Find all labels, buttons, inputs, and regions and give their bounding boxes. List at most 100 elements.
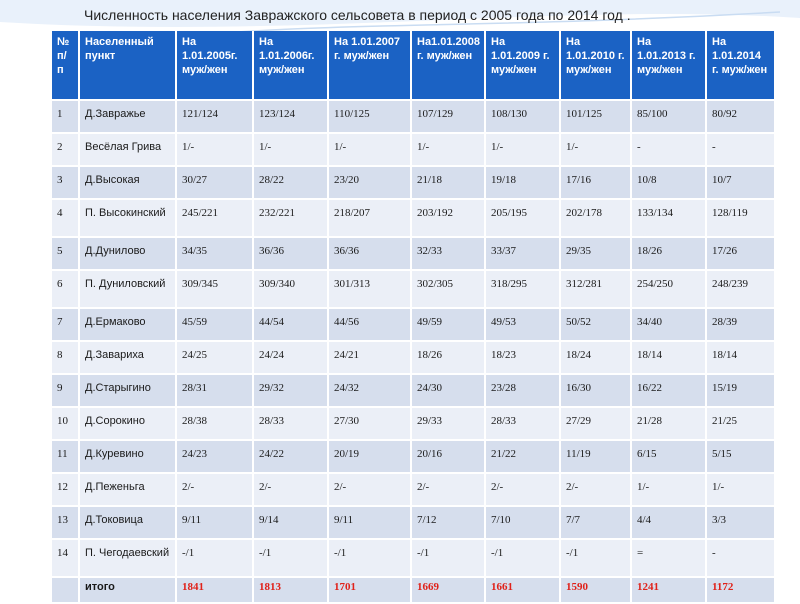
population-cell: 309/340	[253, 270, 329, 309]
population-cell: 5/15	[706, 440, 776, 474]
population-cell: 24/32	[328, 374, 412, 408]
population-cell: 3/3	[706, 506, 776, 540]
population-cell: 1/-	[560, 133, 632, 167]
population-cell: -	[631, 133, 707, 167]
population-cell: 44/54	[253, 308, 329, 342]
population-cell: 205/195	[485, 199, 561, 238]
population-cell: 17/16	[560, 166, 632, 200]
population-cell: 27/30	[328, 407, 412, 441]
population-cell: -/1	[411, 539, 486, 578]
header-row: № п/п Населенный пункт На 1.01.2005г. муж/…	[52, 31, 776, 101]
population-cell: 49/53	[485, 308, 561, 342]
population-cell: 6/15	[631, 440, 707, 474]
total-value: 1669	[411, 577, 486, 604]
population-cell: 101/125	[560, 100, 632, 134]
population-cell: 18/26	[411, 341, 486, 375]
population-cell: -/1	[328, 539, 412, 578]
population-cell: 1/-	[176, 133, 254, 167]
population-cell: 27/29	[560, 407, 632, 441]
row-number: 3	[52, 166, 80, 200]
row-number: 13	[52, 506, 80, 540]
total-value: 1590	[560, 577, 632, 604]
population-cell: 80/92	[706, 100, 776, 134]
population-cell: 2/-	[328, 473, 412, 507]
population-cell: 110/125	[328, 100, 412, 134]
column-header: Населенный пункт	[79, 31, 177, 101]
settlement-name: Д.Сорокино	[79, 407, 177, 441]
table-row: 8 Д.Завариха 24/25 24/24 24/21 18/26 18/23 18/2…	[52, 341, 776, 375]
settlement-name: П. Дуниловский	[79, 270, 177, 309]
population-cell: 36/36	[328, 237, 412, 271]
column-header: На 1.01.2007 г. муж/жен	[328, 31, 412, 101]
total-label: итого	[79, 577, 177, 604]
settlement-name: Д.Старыгино	[79, 374, 177, 408]
population-cell: 24/23	[176, 440, 254, 474]
settlement-name: Д.Куревино	[79, 440, 177, 474]
population-cell: 2/-	[176, 473, 254, 507]
population-cell: 36/36	[253, 237, 329, 271]
settlement-name: Д.Высокая	[79, 166, 177, 200]
total-row: итого 1841 1813 1701 1669 1661 1590 1241 1172	[52, 577, 776, 604]
population-cell: 312/281	[560, 270, 632, 309]
population-cell: 29/32	[253, 374, 329, 408]
population-cell: 34/35	[176, 237, 254, 271]
total-value: 1813	[253, 577, 329, 604]
population-cell: 248/239	[706, 270, 776, 309]
population-cell: 1/-	[631, 473, 707, 507]
population-cell: 7/12	[411, 506, 486, 540]
population-cell: 28/31	[176, 374, 254, 408]
population-cell: -/1	[176, 539, 254, 578]
population-cell: 123/124	[253, 100, 329, 134]
table-row: 4 П. Высокинский 245/221 232/221 218/207 203/…	[52, 199, 776, 238]
population-cell: 29/33	[411, 407, 486, 441]
population-cell: 18/26	[631, 237, 707, 271]
row-number: 10	[52, 407, 80, 441]
population-cell: 28/33	[253, 407, 329, 441]
table-row: 3 Д.Высокая 30/27 28/22 23/20 21/18 19/18 17/16…	[52, 166, 776, 200]
population-cell: 318/295	[485, 270, 561, 309]
population-cell: 16/30	[560, 374, 632, 408]
settlement-name: П. Высокинский	[79, 199, 177, 238]
population-cell: -	[706, 133, 776, 167]
row-number: 14	[52, 539, 80, 578]
population-cell: 33/37	[485, 237, 561, 271]
population-cell: -/1	[485, 539, 561, 578]
population-cell: 21/18	[411, 166, 486, 200]
settlement-name: Д.Завариха	[79, 341, 177, 375]
row-number: 1	[52, 100, 80, 134]
population-cell: 23/28	[485, 374, 561, 408]
population-cell: 2/-	[253, 473, 329, 507]
settlement-name: Д.Ермаково	[79, 308, 177, 342]
table-body: 1 Д.Завражье 121/124 123/124 110/125 107/129 1…	[52, 100, 776, 604]
table-row: 10 Д.Сорокино 28/38 28/33 27/30 29/33 28/33 27/…	[52, 407, 776, 441]
population-cell: 18/24	[560, 341, 632, 375]
row-number: 6	[52, 270, 80, 309]
total-value: 1701	[328, 577, 412, 604]
population-cell: =	[631, 539, 707, 578]
table-row: 5 Д.Дунилово 34/35 36/36 36/36 32/33 33/37 29/3…	[52, 237, 776, 271]
settlement-name: Д.Завражье	[79, 100, 177, 134]
population-cell: 21/28	[631, 407, 707, 441]
column-header: На 1.01.2006г. муж/жен	[253, 31, 329, 101]
population-cell: 1/-	[328, 133, 412, 167]
settlement-name: Д.Токовица	[79, 506, 177, 540]
population-cell: 28/22	[253, 166, 329, 200]
row-number: 11	[52, 440, 80, 474]
total-value: 1661	[485, 577, 561, 604]
settlement-name: Д.Дунилово	[79, 237, 177, 271]
population-cell: 2/-	[560, 473, 632, 507]
population-cell: 121/124	[176, 100, 254, 134]
population-cell: 11/19	[560, 440, 632, 474]
population-cell: 21/25	[706, 407, 776, 441]
settlement-name: Д.Пеженьга	[79, 473, 177, 507]
population-cell: 1/-	[411, 133, 486, 167]
table-row: 11 Д.Куревино 24/23 24/22 20/19 20/16 21/22 11/…	[52, 440, 776, 474]
table-header: № п/п Населенный пункт На 1.01.2005г. муж/…	[52, 31, 776, 101]
population-cell: 202/178	[560, 199, 632, 238]
population-cell: 2/-	[411, 473, 486, 507]
population-cell: 24/21	[328, 341, 412, 375]
population-cell: 16/22	[631, 374, 707, 408]
column-header: На 1.01.2014 г. муж/жен	[706, 31, 776, 101]
column-header: На 1.01.2010 г. муж/жен	[560, 31, 632, 101]
population-cell: 19/18	[485, 166, 561, 200]
